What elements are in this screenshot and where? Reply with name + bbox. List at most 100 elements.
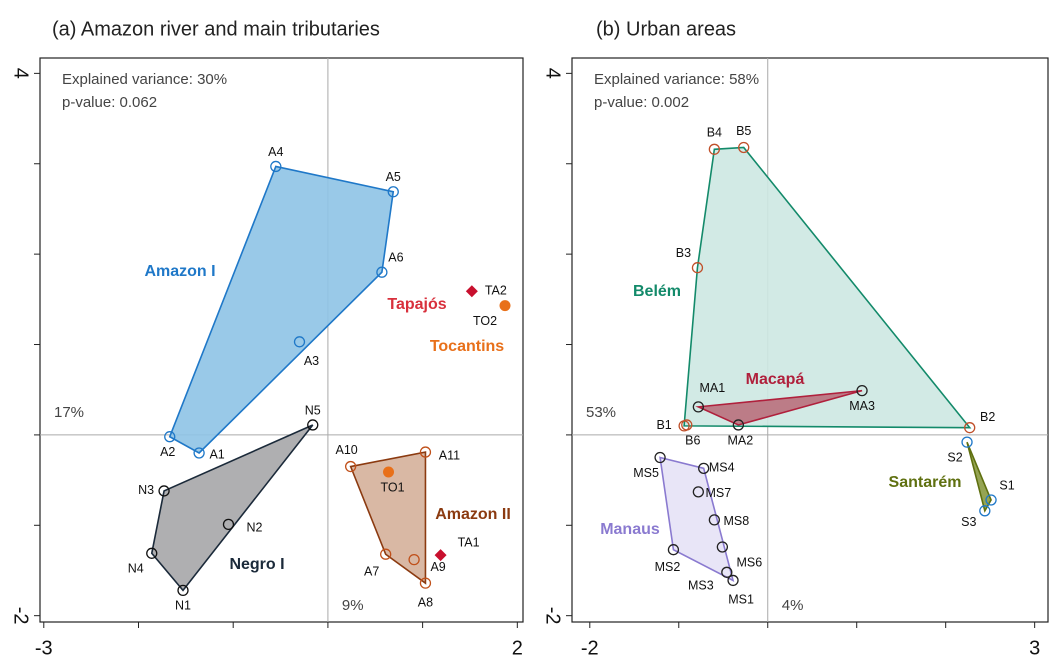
point <box>158 485 170 497</box>
point-label: MA2 <box>728 433 754 447</box>
point-label: N4 <box>128 562 144 576</box>
y-tick-label: 4 <box>542 68 564 79</box>
group-label: Santarém <box>889 474 962 491</box>
point <box>667 544 680 556</box>
y-variance-label: 17% <box>54 404 84 421</box>
point <box>716 541 729 553</box>
point-label: MS6 <box>737 555 763 569</box>
annotation: Explained variance: 58% <box>594 71 759 88</box>
point-label: A5 <box>386 170 401 184</box>
point-label: S3 <box>961 515 976 529</box>
annotation: p-value: 0.062 <box>62 94 157 111</box>
point-label: N3 <box>138 483 154 497</box>
point <box>434 549 447 562</box>
point <box>270 160 282 173</box>
point-label: S2 <box>947 450 962 464</box>
panel: (a) Amazon river and main tributaries -3 2… <box>10 18 524 659</box>
point <box>177 584 189 597</box>
point <box>692 401 704 413</box>
point <box>499 300 511 312</box>
point-label: MS3 <box>688 579 714 593</box>
point-label: A4 <box>268 145 283 159</box>
x-variance-label: 4% <box>782 597 804 614</box>
point <box>387 186 399 198</box>
x-variance-label: 9% <box>342 597 364 614</box>
point-label: A2 <box>160 445 175 459</box>
point-label: TA2 <box>485 283 507 297</box>
annotation: Explained variance: 30% <box>62 71 227 88</box>
point <box>856 384 868 397</box>
group-label: Macapá <box>746 371 805 388</box>
y-tick-label: -2 <box>542 607 564 625</box>
point-label: B1 <box>656 418 671 432</box>
group-hull <box>150 424 314 592</box>
point-label: MS1 <box>728 593 754 607</box>
group-hull <box>349 451 427 585</box>
y-tick-label: 4 <box>10 68 32 79</box>
point-label: MA1 <box>699 381 725 395</box>
plot-frame <box>39 57 524 623</box>
point-label: B6 <box>685 433 700 447</box>
group-label: Amazon I <box>144 263 215 280</box>
point <box>193 447 205 459</box>
y-variance-label: 53% <box>586 404 616 421</box>
point <box>419 577 432 589</box>
group-label: Tocantins <box>430 338 504 355</box>
group-hull <box>683 146 972 429</box>
point <box>738 141 750 154</box>
point-label: MA3 <box>849 399 875 413</box>
x-tick-label: -3 <box>35 637 53 659</box>
point <box>721 566 733 578</box>
point <box>222 518 235 531</box>
point-label: A10 <box>336 443 358 457</box>
point <box>408 553 420 566</box>
point-label: A9 <box>430 560 445 574</box>
x-tick-label: -2 <box>581 637 599 659</box>
point-label: B5 <box>736 124 751 138</box>
point <box>307 419 319 431</box>
point-label: B4 <box>707 126 722 140</box>
x-tick-label: 2 <box>512 637 523 659</box>
point <box>654 451 666 464</box>
y-tick-label: -2 <box>10 607 32 625</box>
point <box>146 547 158 559</box>
group-label: Negro I <box>229 556 284 573</box>
point-label: MS7 <box>705 486 731 500</box>
annotation: p-value: 0.002 <box>594 94 689 111</box>
point <box>344 460 357 473</box>
point-label: N5 <box>305 403 321 417</box>
point-label: MS5 <box>633 466 659 480</box>
point <box>293 336 306 348</box>
plot-frame <box>571 57 1049 623</box>
point-label: B3 <box>676 246 691 260</box>
point-label: MS2 <box>655 560 681 574</box>
point <box>964 422 976 434</box>
point-label: TO2 <box>473 314 497 328</box>
point-label: A8 <box>418 595 433 609</box>
point <box>708 514 721 526</box>
panel-title: (a) Amazon river and main tributaries <box>52 18 380 40</box>
point <box>465 285 478 298</box>
point <box>979 505 991 517</box>
group-label: Belém <box>633 283 681 300</box>
point <box>380 548 392 560</box>
point-label: N2 <box>246 521 262 535</box>
group-label: Amazon II <box>435 506 511 523</box>
panel: (b) Urban areas -2 3 -2 4 Explained variance:… <box>542 18 1049 659</box>
point <box>383 466 395 478</box>
point <box>727 574 739 587</box>
point <box>732 419 745 431</box>
group-hull <box>168 165 395 454</box>
point-label: TA1 <box>458 535 480 549</box>
point-label: A7 <box>364 565 379 579</box>
point-label: A11 <box>439 448 460 462</box>
point <box>681 419 693 431</box>
point <box>164 431 176 443</box>
point-label: B2 <box>980 410 995 424</box>
point <box>692 486 704 498</box>
point <box>985 494 997 506</box>
point-label: A3 <box>304 354 319 368</box>
group-hull <box>966 441 992 513</box>
point <box>419 446 432 458</box>
